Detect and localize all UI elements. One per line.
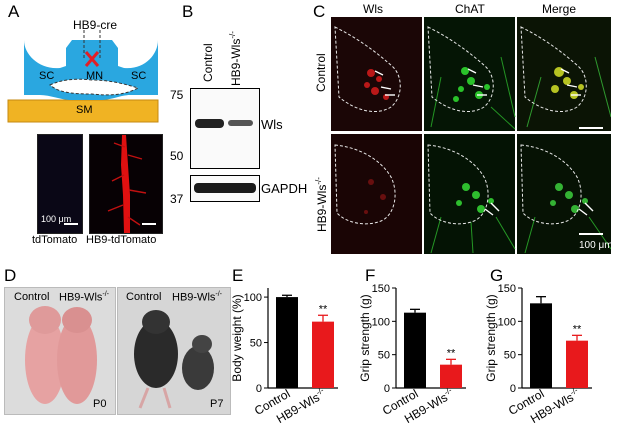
chat-ko-image bbox=[424, 134, 515, 254]
y-tick-label: 50 bbox=[504, 350, 516, 362]
panel-letter-f: F bbox=[365, 266, 376, 285]
p7-age-label: P7 bbox=[210, 398, 224, 410]
lane-label-control: Control bbox=[201, 43, 215, 82]
scale-bar bbox=[579, 127, 603, 129]
sm-label: SM bbox=[76, 104, 93, 116]
y-tick-label: 50 bbox=[250, 338, 262, 350]
bar-ko bbox=[312, 321, 334, 388]
row-label-ko: HB9-Wls-/- bbox=[314, 177, 329, 232]
y-tick-label: 0 bbox=[384, 383, 390, 395]
p7-pups bbox=[134, 310, 214, 409]
col-label-chat: ChAT bbox=[455, 2, 485, 16]
y-axis-label: Grip strength (g) bbox=[486, 294, 498, 381]
central-canal-lines bbox=[83, 30, 101, 60]
deletion-cross-icon bbox=[84, 51, 100, 67]
y-tick-label: 100 bbox=[372, 316, 390, 328]
bar-control bbox=[404, 312, 426, 388]
y-axis-label: Grip strength (g) bbox=[360, 294, 372, 381]
y-tick-label: 100 bbox=[244, 292, 262, 304]
panel-letter-b: B bbox=[182, 2, 194, 21]
chat-control-image bbox=[424, 17, 515, 131]
significance-marker: ** bbox=[319, 303, 328, 315]
wls-band-ko bbox=[228, 120, 253, 126]
scale-label: 100 μm bbox=[579, 240, 613, 251]
spinal-cord-schematic bbox=[7, 30, 159, 123]
scale-bar bbox=[64, 223, 78, 225]
panel-letter-e: E bbox=[232, 266, 244, 285]
mw-marker-50: 50 bbox=[170, 149, 184, 163]
bar-control bbox=[276, 297, 298, 388]
y-tick-label: 0 bbox=[256, 383, 262, 395]
merge-control-image bbox=[517, 17, 611, 131]
scale-label: 100 μm bbox=[41, 214, 72, 224]
pup-photo-p0: Control HB9-Wls-/- P0 bbox=[4, 287, 116, 415]
p0-label-control: Control bbox=[14, 291, 50, 303]
p0-label-ko: HB9-Wls-/- bbox=[59, 291, 109, 304]
col-label-merge: Merge bbox=[542, 2, 577, 16]
scale-bar bbox=[579, 233, 603, 235]
panel-letter-g: G bbox=[490, 266, 504, 285]
western-blot-wls bbox=[190, 88, 260, 169]
y-tick-label: 0 bbox=[510, 383, 516, 395]
caption-hb9-tdtomato: HB9-tdTomato bbox=[86, 234, 157, 246]
band-label-wls: Wls bbox=[261, 117, 283, 132]
tdtomato-image: 100 μm bbox=[37, 134, 83, 234]
hb9cre-label: HB9-cre bbox=[73, 18, 118, 32]
p7-label-ko: HB9-Wls-/- bbox=[172, 291, 222, 304]
row-label-control: Control bbox=[314, 53, 328, 92]
wls-ko-image bbox=[331, 134, 422, 254]
significance-marker: ** bbox=[447, 347, 456, 359]
mn-label: MN bbox=[86, 70, 104, 82]
western-blot-gapdh bbox=[190, 175, 260, 202]
sc-right-label: SC bbox=[131, 70, 147, 82]
bar-control bbox=[530, 303, 552, 388]
bar-ko bbox=[440, 364, 462, 388]
panel-letter-a: A bbox=[8, 2, 20, 21]
mw-marker-37: 37 bbox=[170, 192, 184, 206]
p7-label-control: Control bbox=[126, 291, 162, 303]
y-tick-label: 50 bbox=[378, 350, 390, 362]
merge-ko-image bbox=[517, 134, 611, 254]
y-tick-label: 150 bbox=[498, 283, 516, 295]
significance-marker: ** bbox=[573, 323, 582, 335]
y-axis-label: Body weight (%) bbox=[232, 294, 244, 381]
scale-bar bbox=[142, 223, 156, 225]
pup-photo-p7: Control HB9-Wls-/- P7 bbox=[117, 287, 231, 415]
p0-age-label: P0 bbox=[93, 398, 107, 410]
tdtomato-signal bbox=[107, 135, 147, 233]
y-tick-label: 100 bbox=[498, 316, 516, 328]
panel-letter-d: D bbox=[4, 266, 17, 285]
sc-left-label: SC bbox=[39, 70, 55, 82]
caption-tdtomato: tdTomato bbox=[32, 234, 78, 246]
lane-label-ko: HB9-Wls-/- bbox=[228, 31, 243, 86]
hb9-tdtomato-image bbox=[89, 134, 163, 234]
mw-marker-75: 75 bbox=[170, 88, 184, 102]
wls-control-image bbox=[331, 17, 422, 131]
grey-matter-outline bbox=[49, 78, 140, 96]
immunofluorescence-grid bbox=[331, 17, 611, 254]
panel-letter-c: C bbox=[313, 2, 326, 21]
y-tick-label: 150 bbox=[372, 283, 390, 295]
gapdh-bands bbox=[194, 183, 256, 193]
wls-band-control bbox=[195, 119, 224, 128]
col-label-wls: Wls bbox=[363, 2, 383, 16]
band-label-gapdh: GAPDH bbox=[261, 181, 308, 196]
p0-pups bbox=[25, 306, 97, 404]
bar-ko bbox=[566, 340, 588, 388]
